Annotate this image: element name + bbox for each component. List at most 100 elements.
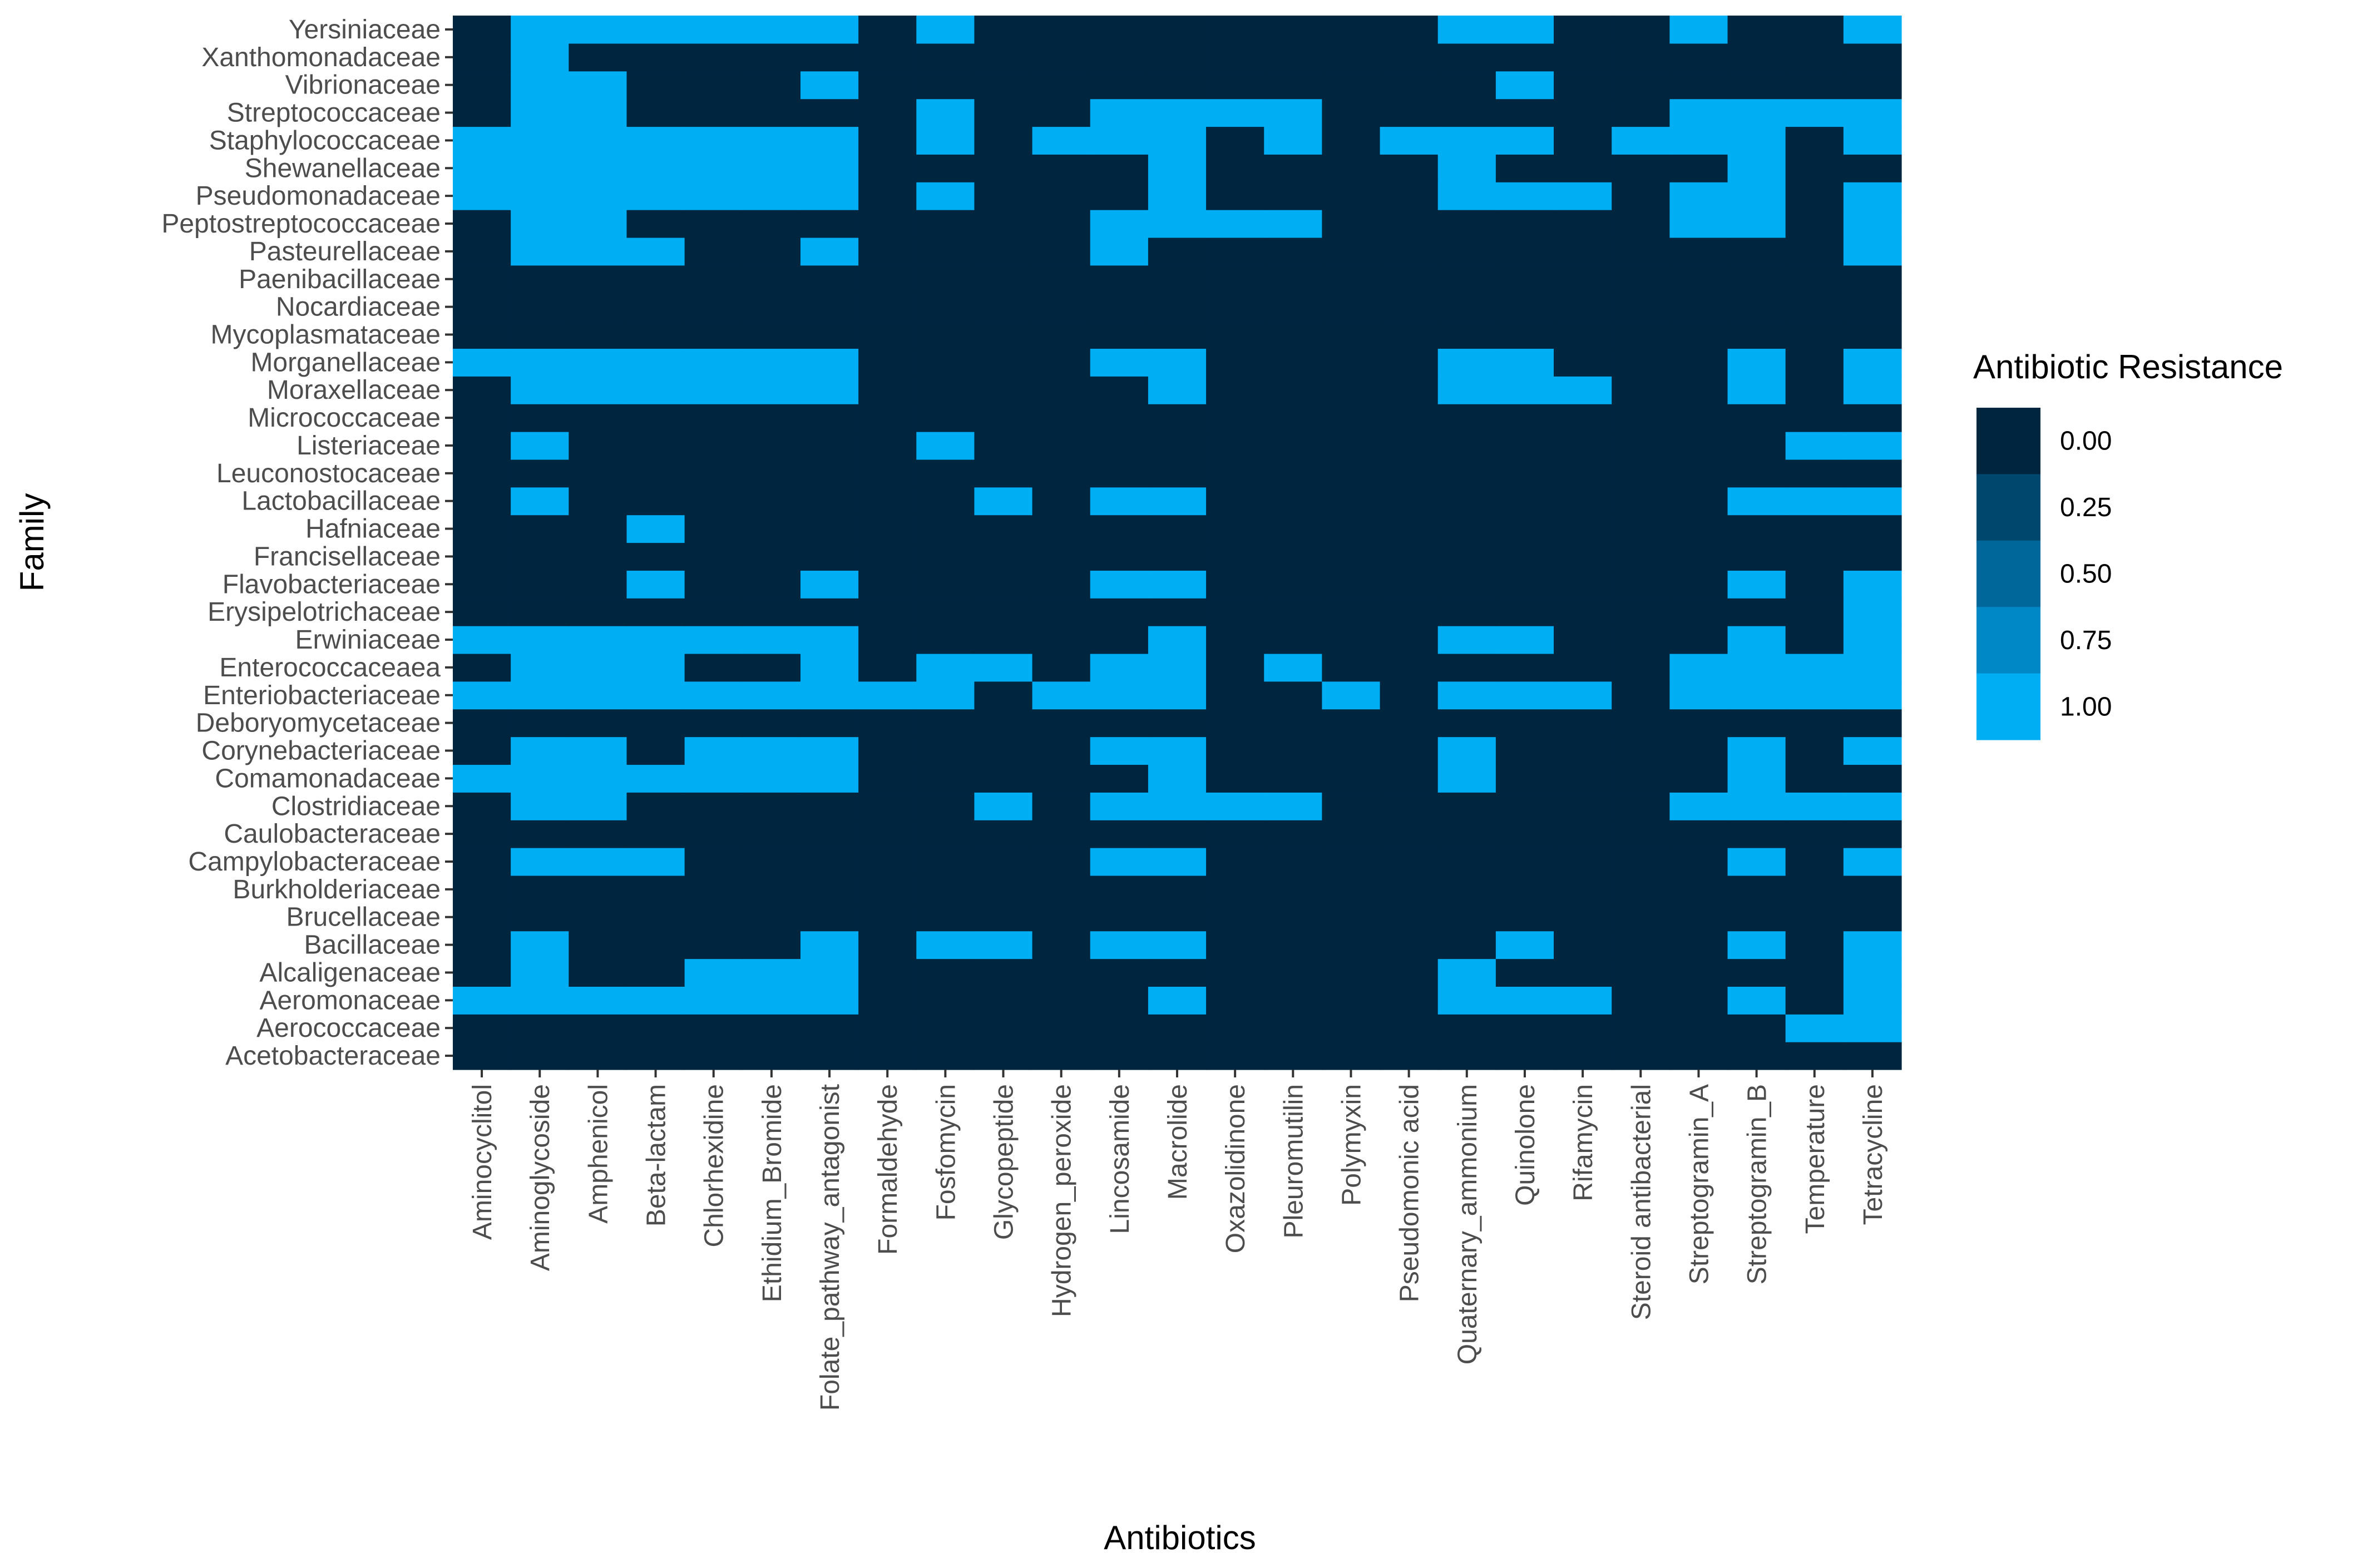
heatmap-cell [1148, 182, 1207, 210]
heatmap-cell [1495, 432, 1554, 460]
x-tick-label: Amphenicol [584, 1084, 613, 1224]
heatmap-cell [800, 432, 859, 460]
heatmap-cell [511, 848, 569, 876]
heatmap-cell [1785, 348, 1844, 377]
heatmap-cell [1785, 182, 1844, 210]
heatmap-cell [1437, 736, 1496, 765]
heatmap-cell [453, 487, 511, 516]
heatmap-cell [511, 265, 569, 294]
heatmap-cell [1148, 764, 1207, 793]
heatmap-cell [1843, 736, 1902, 765]
heatmap-cell [1148, 487, 1207, 516]
heatmap-cell [1843, 265, 1902, 294]
y-tick-label: Lactobacillaceae [241, 487, 441, 516]
heatmap-cell [742, 626, 801, 654]
heatmap-cell [1785, 626, 1844, 654]
heatmap-cell [1554, 598, 1612, 626]
heatmap-cell [1669, 792, 1728, 820]
heatmap-cell [1148, 875, 1207, 904]
heatmap-cell [1090, 293, 1149, 321]
heatmap-cell [453, 71, 511, 100]
heatmap-cell [569, 931, 627, 959]
heatmap-cell [1148, 432, 1207, 460]
heatmap-cell [1322, 487, 1381, 516]
heatmap-cell [1785, 820, 1844, 848]
heatmap-cell [1206, 542, 1264, 571]
heatmap-cell [858, 709, 917, 738]
y-tick-label: Nocardiaceae [276, 293, 441, 322]
heatmap-cell [916, 154, 975, 182]
heatmap-cell [742, 542, 801, 571]
y-tick-label: Morganellaceae [250, 348, 441, 377]
heatmap-cell [1843, 709, 1902, 738]
heatmap-cell [1380, 848, 1439, 876]
heatmap-cell [511, 237, 569, 266]
heatmap-cell [1380, 764, 1439, 793]
heatmap-cell [1843, 792, 1902, 820]
heatmap-cell [800, 487, 859, 516]
heatmap-cell [1264, 210, 1322, 238]
heatmap-cell [1669, 16, 1728, 44]
heatmap-cell [453, 542, 511, 571]
heatmap-cell [858, 515, 917, 543]
heatmap-cell [858, 764, 917, 793]
heatmap-cell [800, 653, 859, 682]
heatmap-cell [974, 986, 1033, 1015]
heatmap-cell [1843, 764, 1902, 793]
heatmap-cell [626, 931, 685, 959]
heatmap-cell [1437, 709, 1496, 738]
heatmap-cell [1090, 182, 1149, 210]
heatmap-cell [453, 265, 511, 294]
heatmap-cell [1264, 792, 1322, 820]
heatmap-cell [916, 653, 975, 682]
heatmap-cell [1206, 709, 1264, 738]
heatmap-cell [626, 820, 685, 848]
heatmap-cell [800, 320, 859, 349]
heatmap-cell [569, 348, 627, 377]
heatmap-cell [1380, 265, 1439, 294]
heatmap-cell [1380, 487, 1439, 516]
legend-title: Antibiotic Resistance [1973, 348, 2283, 385]
heatmap-cell [626, 404, 685, 432]
heatmap-cell [742, 16, 801, 44]
heatmap-cell [1669, 736, 1728, 765]
heatmap-cell [1785, 542, 1844, 571]
heatmap-cell [511, 348, 569, 377]
heatmap-cell [1264, 931, 1322, 959]
heatmap-cell [1727, 237, 1786, 266]
heatmap-cell [511, 542, 569, 571]
heatmap-cell [1090, 237, 1149, 266]
heatmap-cell [1206, 848, 1264, 876]
heatmap-cell [1727, 1042, 1786, 1070]
heatmap-cell [1437, 265, 1496, 294]
y-tick-label: Staphylococcaceae [209, 126, 441, 155]
heatmap-cell [916, 598, 975, 626]
heatmap-cell [800, 515, 859, 543]
heatmap-cell [1322, 154, 1381, 182]
heatmap-cell [1843, 958, 1902, 987]
heatmap-cell [569, 459, 627, 488]
heatmap-cell [974, 542, 1033, 571]
heatmap-cell [569, 653, 627, 682]
heatmap-cell [1264, 98, 1322, 127]
heatmap-cell [858, 16, 917, 44]
heatmap-cell [1264, 1014, 1322, 1042]
heatmap-cell [916, 709, 975, 738]
heatmap-cell [569, 986, 627, 1015]
heatmap-cell [684, 709, 743, 738]
heatmap-cell [1727, 1014, 1786, 1042]
heatmap-cell [1148, 736, 1207, 765]
heatmap-cell [1612, 1042, 1670, 1070]
y-tick-label: Acetobacteraceae [225, 1041, 441, 1071]
heatmap-cell [453, 792, 511, 820]
x-tick-label: Lincosamide [1105, 1084, 1135, 1234]
heatmap-cell [916, 237, 975, 266]
heatmap-cell [453, 875, 511, 904]
heatmap-cell [1032, 958, 1091, 987]
x-tick-label: Pseudomonic acid [1395, 1084, 1425, 1302]
heatmap-cell [453, 98, 511, 127]
heatmap-cell [453, 43, 511, 72]
heatmap-cell [684, 681, 743, 710]
heatmap-cell [1437, 515, 1496, 543]
heatmap-cell [1032, 681, 1091, 710]
